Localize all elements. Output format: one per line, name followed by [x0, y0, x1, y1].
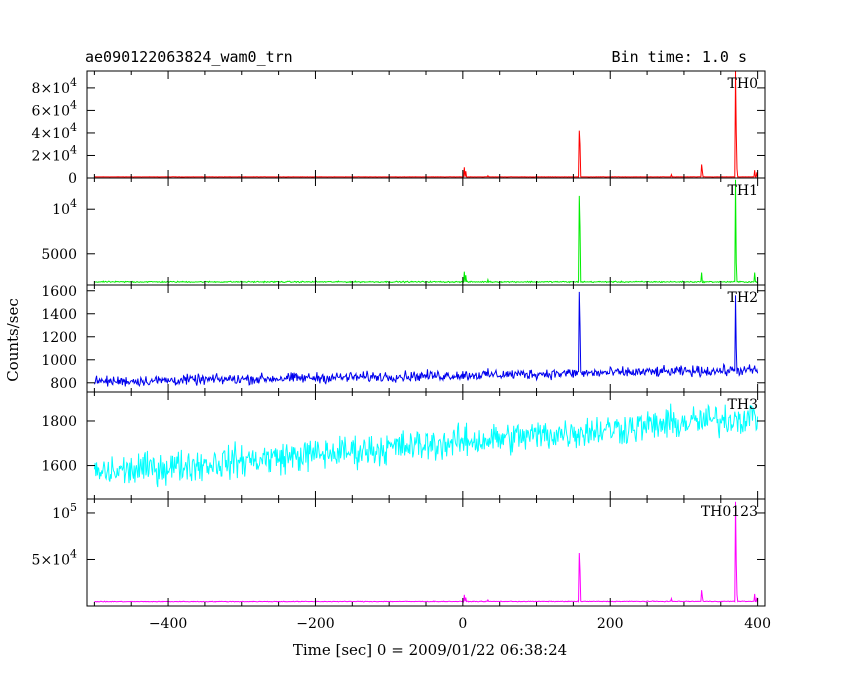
y-tick-label: 5×104: [32, 547, 77, 568]
y-tick-label: 1200: [41, 330, 77, 346]
panel-th1: 5000 104 TH1: [41, 177, 766, 286]
x-tick-label: −400: [149, 616, 187, 632]
panel-th3: 1600 1800 TH3: [41, 391, 766, 500]
series-line-th2: [93, 291, 759, 388]
series-line-th1: [94, 179, 758, 284]
panel-label: TH3: [728, 397, 758, 413]
series-line-th3: [93, 403, 759, 488]
bin-time-label: Bin time: 1.0 s: [612, 48, 747, 66]
y-tick-label: 105: [52, 501, 77, 522]
x-tick-label: −200: [296, 616, 334, 632]
y-tick-label: 1600: [41, 459, 77, 475]
panel-frame: [86, 391, 766, 500]
panel-th2: 800 1000 1200 1400 1600 TH2: [41, 284, 766, 393]
panel-label: TH2: [728, 290, 758, 306]
y-tick-label: 1600: [41, 284, 77, 300]
y-tick-label: 4×104: [32, 121, 77, 142]
panel-label: TH0123: [701, 504, 758, 520]
y-tick-label: 2×104: [32, 143, 77, 164]
panel-label: TH1: [728, 183, 758, 199]
y-tick-label: 1400: [41, 307, 77, 323]
y-tick-label: 5000: [41, 247, 77, 263]
panel-th0123: 5×104 105 TH0123: [32, 498, 766, 607]
panel-label: TH0: [728, 76, 758, 92]
y-tick-label: 6×104: [32, 98, 77, 119]
series-line-th0123: [94, 501, 759, 604]
chart-title: ae090122063824_wam0_trn: [85, 48, 293, 66]
y-tick-label: 1800: [41, 414, 77, 430]
panel-frame: [86, 177, 766, 286]
panel-frame: [86, 498, 766, 607]
panel-frame: [86, 70, 766, 179]
x-tick-label: 400: [744, 616, 771, 632]
y-tick-label: 0: [68, 171, 77, 187]
y-axis-label: Counts/sec: [4, 298, 22, 382]
y-tick-label: 8×104: [32, 76, 77, 97]
y-tick-label: 800: [50, 376, 77, 392]
y-tick-label: 1000: [41, 353, 77, 369]
series-line-th0: [94, 70, 759, 178]
x-tick-labels: −400 −200 0 200 400: [149, 616, 771, 632]
x-tick-label: 0: [458, 616, 467, 632]
y-tick-label: 104: [52, 197, 77, 218]
x-axis-label: Time [sec] 0 = 2009/01/22 06:38:24: [293, 641, 567, 659]
x-tick-label: 200: [597, 616, 624, 632]
